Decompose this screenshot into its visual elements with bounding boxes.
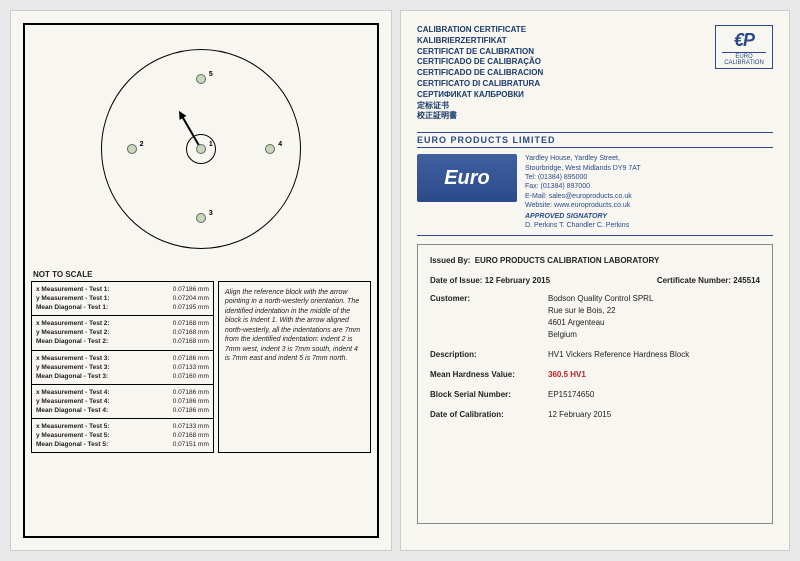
addr2: Stourbridge, West Midlands DY9 7AT xyxy=(525,164,773,173)
certificate-body: Issued By: EURO PRODUCTS CALIBRATION LAB… xyxy=(417,244,773,524)
mean-hardness-value: 360.5 HV1 xyxy=(548,369,760,381)
customer-line: Belgium xyxy=(548,329,760,341)
not-to-scale-label: NOT TO SCALE xyxy=(33,270,371,279)
company-title: EURO PRODUCTS LIMITED xyxy=(417,135,556,145)
company-details: Yardley House, Yardley Street, Stourbrid… xyxy=(525,154,773,231)
ep-logo-text: €P xyxy=(722,30,766,51)
indent-5 xyxy=(196,74,206,84)
measurements-table: x Measurement - Test 1:0.07186 mmy Measu… xyxy=(31,281,214,453)
addr1: Yardley House, Yardley Street, xyxy=(525,154,773,163)
email: E-Mail: sales@europroducts.co.uk xyxy=(525,192,773,201)
customer-field: Customer: Bodson Quality Control SPRLRue… xyxy=(430,293,760,341)
customer-value: Bodson Quality Control SPRLRue sur le Bo… xyxy=(548,293,760,341)
cert-no-value: 245514 xyxy=(733,276,760,285)
signatories: D. Perkins T. Chandler C. Perkins xyxy=(525,221,773,230)
ep-logo-subtext: EURO CALIBRATION xyxy=(722,52,766,66)
certificate-titles: CALIBRATION CERTIFICATEKALIBRIERZERTIFIK… xyxy=(417,25,543,122)
description-label: Description: xyxy=(430,349,548,361)
cert-title-line: CERTIFICADO DE CALIBRAÇÃO xyxy=(417,57,543,68)
indent-2 xyxy=(127,144,137,154)
divider-top: EURO PRODUCTS LIMITED xyxy=(417,132,773,148)
ep-logo: €P EURO CALIBRATION xyxy=(715,25,773,69)
serial-field: Block Serial Number: EP15174650 xyxy=(430,389,760,401)
indent-label-2: 2 xyxy=(140,141,144,148)
indent-4 xyxy=(265,144,275,154)
customer-label: Customer: xyxy=(430,293,548,341)
cert-title-line: 校正証明書 xyxy=(417,111,543,122)
issued-by-value: EURO PRODUCTS CALIBRATION LABORATORY xyxy=(475,256,660,265)
issue-line: Date of Issue: 12 February 2015 Certific… xyxy=(430,275,760,287)
company-row: Euro Yardley House, Yardley Street, Stou… xyxy=(417,154,773,231)
indent-label-1: 1 xyxy=(209,141,213,148)
indent-1 xyxy=(196,144,206,154)
customer-line: Bodson Quality Control SPRL xyxy=(548,293,760,305)
instructions-box: Align the reference block with the arrow… xyxy=(218,281,371,453)
test-block-1: x Measurement - Test 1:0.07186 mmy Measu… xyxy=(32,282,213,316)
data-row: x Measurement - Test 1:0.07186 mmy Measu… xyxy=(31,281,371,453)
cert-no-label: Certificate Number: xyxy=(657,276,731,285)
cert-title-line: CERTIFICAT DE CALIBRATION xyxy=(417,47,543,58)
reference-circle: 1 2 3 4 5 xyxy=(101,49,301,249)
signatory-title: APPROVED SIGNATORY xyxy=(525,212,773,221)
header-row: CALIBRATION CERTIFICATEKALIBRIERZERTIFIK… xyxy=(417,25,773,122)
divider-bottom xyxy=(417,235,773,236)
test-block-5: x Measurement - Test 5:0.07133 mmy Measu… xyxy=(32,419,213,452)
mean-hardness-field: Mean Hardness Value: 360.5 HV1 xyxy=(430,369,760,381)
issued-by-field: Issued By: EURO PRODUCTS CALIBRATION LAB… xyxy=(430,255,760,267)
outer-border: 1 2 3 4 5 NOT TO SCALE x Measurement - Test … xyxy=(23,23,379,538)
test-block-3: x Measurement - Test 3:0.07186 mmy Measu… xyxy=(32,351,213,385)
date-issue-value: 12 February 2015 xyxy=(485,276,550,285)
cert-title-line: KALIBRIERZERTIFIKAT xyxy=(417,36,543,47)
indent-label-3: 3 xyxy=(209,210,213,217)
description-field: Description: HV1 Vickers Reference Hardn… xyxy=(430,349,760,361)
indent-3 xyxy=(196,213,206,223)
tel: Tel: (01384) 895000 xyxy=(525,173,773,182)
right-page: CALIBRATION CERTIFICATEKALIBRIERZERTIFIK… xyxy=(400,10,790,551)
description-value: HV1 Vickers Reference Hardness Block xyxy=(548,349,760,361)
serial-label: Block Serial Number: xyxy=(430,389,548,401)
fax: Fax: (01384) 897000 xyxy=(525,182,773,191)
cal-date-value: 12 February 2015 xyxy=(548,409,760,421)
web: Website: www.europroducts.co.uk xyxy=(525,201,773,210)
euro-logo: Euro xyxy=(417,154,517,202)
customer-line: Rue sur le Bois, 22 xyxy=(548,305,760,317)
cal-date-field: Date of Calibration: 12 February 2015 xyxy=(430,409,760,421)
indent-label-4: 4 xyxy=(278,141,282,148)
cert-title-line: CALIBRATION CERTIFICATE xyxy=(417,25,543,36)
left-page: 1 2 3 4 5 NOT TO SCALE x Measurement - Test … xyxy=(10,10,392,551)
cert-title-line: CERTIFICATO DI CALIBRATURA xyxy=(417,79,543,90)
date-issue-label: Date of Issue: xyxy=(430,276,482,285)
test-block-4: x Measurement - Test 4:0.07186 mmy Measu… xyxy=(32,385,213,419)
serial-value: EP15174650 xyxy=(548,389,760,401)
cert-title-line: СЕРТИФИКАТ КАЛБРОВКИ xyxy=(417,90,543,101)
test-block-2: x Measurement - Test 2:0.07168 mmy Measu… xyxy=(32,316,213,350)
cal-date-label: Date of Calibration: xyxy=(430,409,548,421)
customer-line: 4601 Argenteau xyxy=(548,317,760,329)
cert-title-line: 定标证书 xyxy=(417,101,543,112)
mean-hardness-label: Mean Hardness Value: xyxy=(430,369,548,381)
cert-title-line: CERTIFICADO DE CALIBRACION xyxy=(417,68,543,79)
diagram-area: 1 2 3 4 5 xyxy=(31,31,371,266)
indent-label-5: 5 xyxy=(209,71,213,78)
issued-by-label: Issued By: xyxy=(430,256,470,265)
